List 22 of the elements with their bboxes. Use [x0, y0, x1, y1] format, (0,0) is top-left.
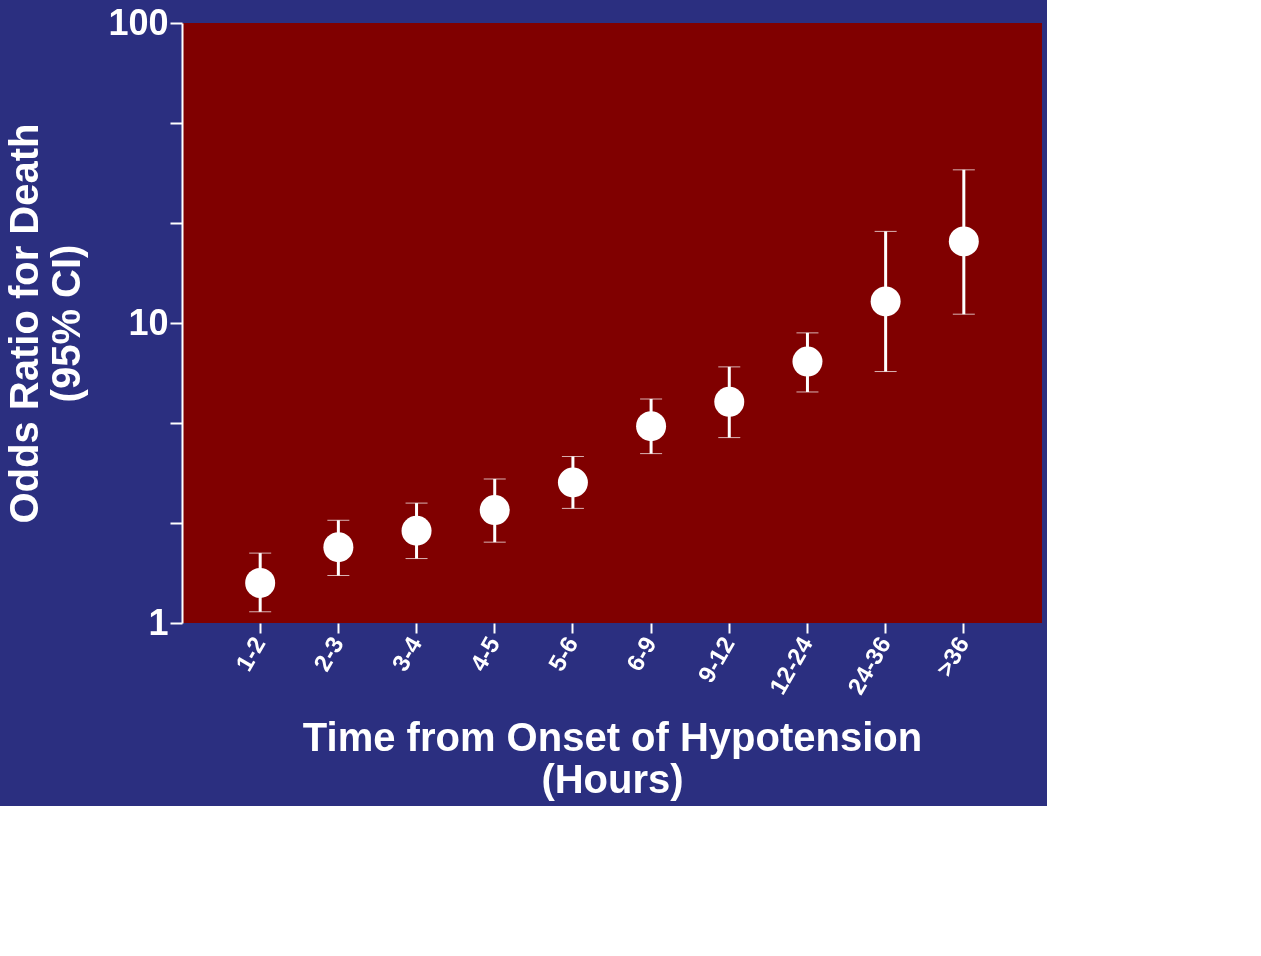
- point: [714, 386, 745, 417]
- point: [636, 411, 667, 442]
- point: [479, 495, 510, 525]
- y-tick-label: 100: [108, 1, 169, 43]
- point: [948, 226, 979, 257]
- point: [401, 515, 432, 546]
- y-axis-title: Odds Ratio for Death (95% CI): [2, 123, 89, 524]
- x-tick-label: 2-3: [308, 632, 349, 676]
- point: [870, 286, 901, 317]
- x-tick-label: 6-9: [620, 632, 662, 676]
- point: [323, 532, 354, 563]
- point: [557, 467, 588, 498]
- x-tick-label: 5-6: [542, 632, 584, 676]
- x-tick-label: >36: [930, 632, 975, 681]
- x-tick-label: 4-5: [464, 632, 506, 676]
- y-tick-label: 1: [148, 601, 169, 643]
- x-axis-title: Time from Onset of Hypotension (Hours): [302, 714, 923, 801]
- point: [792, 346, 823, 377]
- x-tick-label: 1-2: [229, 632, 271, 676]
- x-tick-label: 3-4: [386, 631, 428, 676]
- y-tick-label: 10: [128, 301, 169, 343]
- point: [245, 567, 276, 598]
